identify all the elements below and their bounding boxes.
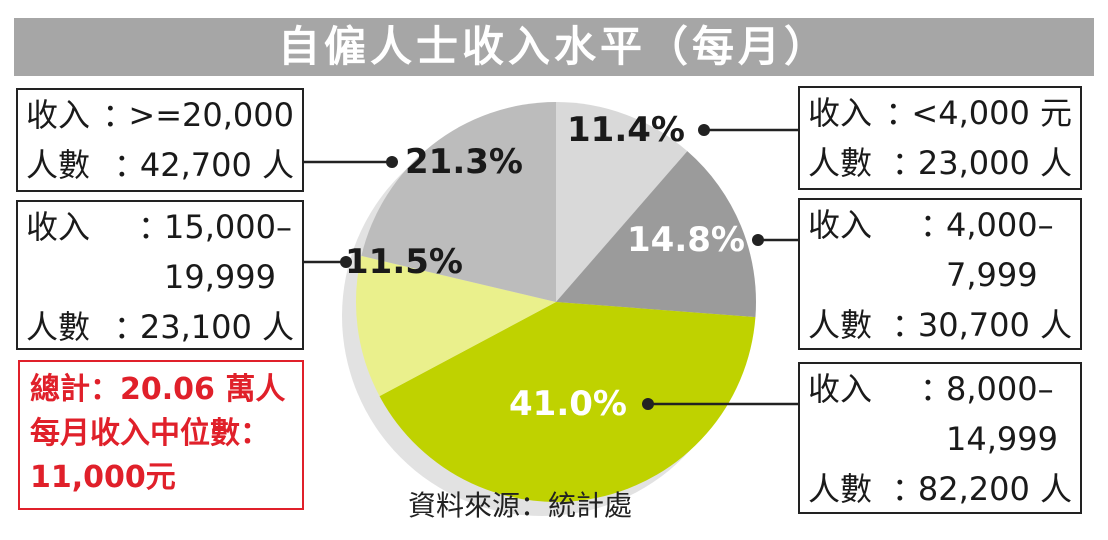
income-label: 收入 xyxy=(26,96,91,134)
median-label: 每月收入中位數： xyxy=(30,416,270,451)
pct-label-4000-7999: 14.8% xyxy=(627,220,745,260)
income-range-end: 19,999 xyxy=(164,258,276,296)
income-range: 8,000– xyxy=(946,370,1054,408)
leader-dot-15000-19999 xyxy=(340,256,352,268)
income-range: 15,000– xyxy=(164,208,292,246)
people-count: 30,700 人 xyxy=(917,306,1072,344)
colon: ： xyxy=(891,144,924,182)
leader-dot-lt4000 xyxy=(698,124,710,136)
title-bar: 自僱人士收入水平（每月） xyxy=(14,18,1094,76)
box-income-8000-14999: 收入： 8,000– 14,999 人數： 82,200 人 xyxy=(798,362,1082,514)
pct-label-15000-19999: 11.5% xyxy=(345,242,463,282)
people-count: 82,200 人 xyxy=(917,470,1072,508)
pie-slice-8000-14999 xyxy=(379,302,756,502)
total-summary-box: 總計：20.06 萬人 每月收入中位數： 11,000元 xyxy=(18,360,304,510)
leader-dot-gte20000 xyxy=(386,156,398,168)
colon: ： xyxy=(885,94,918,132)
chart-title: 自僱人士收入水平（每月） xyxy=(277,22,830,71)
colon: ： xyxy=(891,306,924,344)
income-range: >=20,000 xyxy=(128,96,294,134)
people-label: 人數 xyxy=(26,146,91,184)
total-line: 總計：20.06 萬人 xyxy=(30,372,286,407)
people-label: 人數 xyxy=(808,306,873,344)
pct-label-gte20000: 21.3% xyxy=(405,142,523,182)
pct-label-8000-14999: 41.0% xyxy=(509,384,627,424)
source-note: 資料來源：統計處 xyxy=(408,489,633,522)
income-range: <4,000 元 xyxy=(911,94,1072,132)
income-label: 收入 xyxy=(808,370,873,408)
people-label: 人數 xyxy=(808,470,873,508)
pie-slice-4000-7999 xyxy=(556,151,756,318)
colon: ： xyxy=(113,146,146,184)
people-count: 42,700 人 xyxy=(139,146,294,184)
income-label: 收入 xyxy=(808,94,873,132)
income-label: 收入 xyxy=(808,206,873,244)
leader-dot-8000-14999 xyxy=(642,398,654,410)
people-count: 23,100 人 xyxy=(139,308,294,346)
colon: ： xyxy=(113,308,146,346)
pct-label-lt4000: 11.4% xyxy=(567,110,685,150)
box-income-4000-7999: 收入： 4,000– 7,999 人數： 30,700 人 xyxy=(798,198,1082,350)
people-count: 23,000 人 xyxy=(917,144,1072,182)
income-range-end: 7,999 xyxy=(946,256,1038,294)
colon: ： xyxy=(891,470,924,508)
median-value: 11,000元 xyxy=(30,460,176,495)
people-label: 人數 xyxy=(808,144,873,182)
colon: ： xyxy=(920,370,953,408)
leader-dot-4000-7999 xyxy=(752,234,764,246)
pie-slice-lt4000 xyxy=(556,102,688,302)
income-range: 4,000– xyxy=(946,206,1054,244)
income-label: 收入 xyxy=(26,208,91,246)
box-income-15000-19999: 收入： 15,000– 19,999 人數： 23,100 人 xyxy=(16,200,304,350)
box-income-lt4000: 收入： <4,000 元 人數： 23,000 人 xyxy=(798,86,1082,190)
colon: ： xyxy=(920,206,953,244)
pie-slice-gte20000 xyxy=(361,102,556,302)
income-range-end: 14,999 xyxy=(946,420,1058,458)
box-income-gte20000: 收入： >=20,000 人數： 42,700 人 xyxy=(16,88,304,192)
people-label: 人數 xyxy=(26,308,91,346)
colon: ： xyxy=(138,208,171,246)
pie-slice-15000-19999 xyxy=(356,255,556,397)
colon: ： xyxy=(102,96,135,134)
